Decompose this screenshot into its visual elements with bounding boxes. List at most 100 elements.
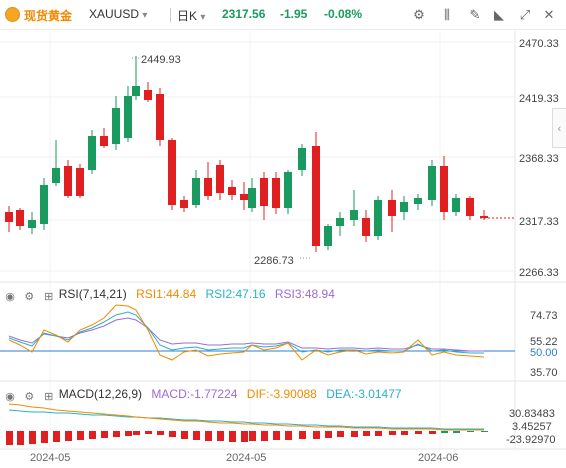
candle-body [88, 136, 96, 170]
indicator-icon[interactable]: ◣ [494, 7, 504, 22]
header-bar: 现货黄金 XAUUSD ▾ 日K ▾ 2317.56 -1.95 -0.08% … [0, 0, 566, 30]
macd-bar [363, 431, 370, 436]
macd-bar [101, 431, 108, 438]
candle-body [240, 194, 248, 200]
rsi-axis-label: 50.00 [530, 347, 558, 359]
price-change-percent: -0.08% [324, 7, 363, 21]
candle-body [16, 210, 24, 226]
macd-bar [375, 431, 382, 436]
chart-type-icon[interactable]: ⫼ [444, 7, 450, 22]
macd-bar [249, 431, 256, 441]
symbol-label: XAUUSD [89, 7, 140, 21]
price-change: -1.95 [280, 7, 308, 21]
candle-body [428, 166, 436, 200]
rsi2-value: RSI2:47.16 [205, 287, 266, 301]
candle-body [180, 200, 188, 208]
candle-body [466, 198, 474, 216]
drawing-icon[interactable]: ✎ [469, 7, 481, 22]
macd-bar [299, 431, 306, 439]
macd-bar [313, 431, 320, 439]
candle-body [362, 218, 370, 236]
indicator-box-icon[interactable]: ⊞ [44, 291, 54, 303]
period-selector[interactable]: 日K ▾ [177, 7, 205, 24]
rsi-title[interactable]: RSI(7,14,21) [58, 287, 127, 301]
date-axis-label: 2024-05 [226, 452, 266, 464]
macd-bar [337, 431, 344, 437]
macd-bar [401, 431, 408, 435]
rsi3-value: RSI3:48.94 [274, 287, 335, 301]
macd-bar [41, 431, 48, 443]
dif-value: DIF:-3.90088 [246, 387, 317, 401]
fullscreen-icon[interactable]: ⤢ [519, 7, 531, 22]
rsi1-value: RSI1:44.84 [136, 287, 197, 301]
macd-bar [169, 431, 176, 437]
candle-body [350, 210, 358, 220]
candle-body [400, 202, 408, 212]
macd-bar [205, 431, 212, 441]
candle-body [28, 220, 36, 228]
dif-line [8, 403, 484, 431]
macd-bar [145, 431, 152, 434]
dea-line [8, 409, 484, 430]
macd-axis-label: 30.83483 [509, 408, 555, 420]
candle-body [324, 226, 332, 246]
candle-body [124, 96, 132, 138]
macd-bar [17, 431, 24, 445]
macd-bar [217, 431, 224, 441]
settings-icon[interactable]: ⚙ [24, 391, 35, 403]
candle-body [112, 108, 120, 144]
macd-header: ◉ ⚙ ⊞ MACD(12,26,9) MACD:-1.77224 DIF:-3.… [4, 387, 402, 403]
grid [0, 31, 566, 450]
candle-body [414, 198, 422, 204]
close-icon[interactable]: ✕ [543, 7, 555, 22]
macd-bar [415, 431, 422, 434]
candle-body [5, 212, 13, 222]
candle-body [248, 188, 256, 208]
side-panel-toggle[interactable]: ‹ [552, 108, 566, 148]
macd-axis-label: 3.45257 [512, 421, 552, 433]
eye-icon[interactable]: ◉ [5, 391, 15, 403]
price-axis-label: 2470.33 [519, 38, 559, 50]
dea-value: DEA:-3.01477 [326, 387, 402, 401]
candle-body [192, 178, 200, 205]
macd-title[interactable]: MACD(12,26,9) [58, 387, 143, 401]
divider [170, 8, 171, 22]
candle-body [228, 187, 236, 195]
candle-body [374, 200, 382, 236]
low-annotation: 2286.73 [254, 255, 294, 267]
macd-histogram [6, 403, 488, 445]
price-axis-label: 2317.33 [519, 216, 559, 228]
macd-bar [453, 431, 460, 433]
macd-bar [53, 431, 60, 442]
settings-sliders-icon[interactable]: ⚙ [413, 7, 425, 22]
instrument-name[interactable]: 现货黄金 [24, 9, 73, 23]
rsi1-line [8, 304, 485, 361]
indicator-box-icon[interactable]: ⊞ [44, 391, 54, 403]
macd-bar [467, 431, 474, 432]
macd-bar [285, 431, 292, 440]
candle-body [168, 140, 176, 205]
candle-body [260, 178, 268, 206]
candle-body [336, 218, 344, 226]
candle-body [272, 178, 280, 208]
macd-bar [77, 431, 84, 440]
symbol-selector[interactable]: XAUUSD ▾ [89, 7, 147, 21]
price-axis-label: 2419.33 [519, 93, 559, 105]
macd-bar [389, 431, 396, 435]
macd-value: MACD:-1.77224 [151, 387, 238, 401]
macd-bar [133, 431, 140, 435]
settings-icon[interactable]: ⚙ [24, 291, 35, 303]
candle-body [76, 168, 84, 196]
candle-body [452, 198, 460, 212]
price-axis-label: 2368.33 [519, 153, 559, 165]
candlesticks [5, 56, 515, 259]
chevron-down-icon: ▾ [142, 10, 148, 21]
macd-bar [481, 431, 488, 432]
eye-icon[interactable]: ◉ [5, 291, 15, 303]
macd-bar [29, 431, 36, 444]
macd-bar [113, 431, 120, 437]
candle-body [156, 94, 164, 140]
macd-axis-label: -23.92970 [506, 434, 556, 446]
rsi-header: ◉ ⚙ ⊞ RSI(7,14,21) RSI1:44.84 RSI2:47.16 … [4, 287, 335, 303]
